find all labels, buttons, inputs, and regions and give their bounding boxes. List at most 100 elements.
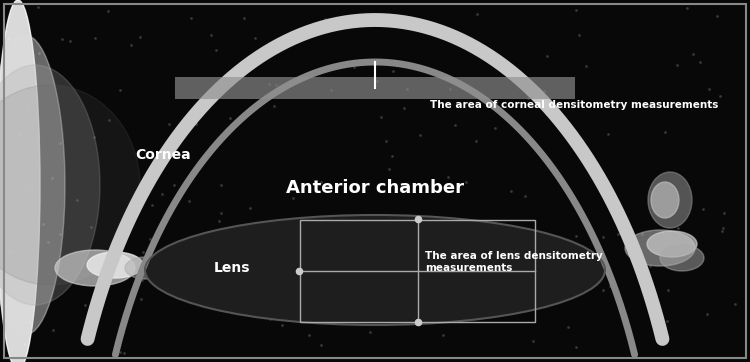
Ellipse shape — [0, 65, 100, 305]
Point — [46, 176, 58, 181]
Point — [4, 249, 16, 255]
Ellipse shape — [125, 257, 165, 279]
Point — [412, 319, 424, 325]
Point — [602, 131, 614, 137]
Point — [571, 233, 583, 239]
Point — [365, 318, 377, 324]
Point — [214, 219, 226, 224]
Bar — [300, 220, 535, 322]
Point — [125, 42, 137, 48]
Point — [264, 316, 276, 322]
Point — [200, 246, 211, 252]
Point — [168, 182, 180, 188]
Point — [88, 134, 100, 140]
Point — [210, 47, 222, 52]
Point — [452, 241, 464, 247]
Point — [137, 249, 149, 255]
Point — [562, 324, 574, 330]
Point — [716, 228, 728, 234]
Point — [115, 87, 127, 93]
Point — [711, 13, 723, 18]
Point — [230, 258, 242, 264]
Point — [539, 101, 551, 107]
Point — [303, 332, 315, 337]
Text: Cornea: Cornea — [135, 148, 190, 162]
Point — [286, 195, 298, 201]
Point — [276, 322, 288, 328]
Ellipse shape — [0, 85, 140, 285]
Point — [263, 81, 275, 87]
Point — [268, 103, 280, 109]
Point — [386, 153, 398, 159]
Point — [636, 231, 648, 237]
Point — [450, 273, 462, 279]
Point — [190, 121, 202, 127]
Point — [185, 15, 197, 21]
Point — [32, 4, 44, 10]
Point — [25, 319, 37, 325]
Point — [612, 232, 624, 237]
Ellipse shape — [660, 245, 704, 271]
Point — [164, 121, 176, 127]
Point — [367, 292, 379, 298]
Point — [54, 231, 66, 236]
Point — [102, 8, 114, 14]
Point — [538, 88, 550, 94]
Point — [47, 328, 59, 333]
Point — [442, 174, 454, 180]
Ellipse shape — [0, 0, 40, 362]
Point — [694, 59, 706, 65]
Point — [26, 186, 38, 192]
Point — [659, 129, 671, 134]
Point — [470, 138, 482, 143]
Point — [522, 96, 534, 101]
Point — [364, 329, 376, 334]
Point — [232, 302, 244, 307]
Point — [460, 179, 472, 185]
Point — [640, 270, 652, 276]
Point — [718, 210, 730, 216]
Point — [270, 82, 282, 88]
Point — [3, 35, 15, 41]
Text: The area of lens densitometry
measurements: The area of lens densitometry measuremen… — [425, 251, 603, 273]
Point — [33, 51, 45, 56]
Point — [604, 283, 616, 289]
Point — [222, 129, 234, 135]
Point — [489, 125, 501, 131]
Point — [104, 117, 116, 122]
Point — [398, 105, 410, 111]
Point — [717, 225, 729, 231]
Point — [249, 35, 261, 41]
Point — [404, 314, 416, 320]
Point — [713, 93, 725, 99]
Point — [572, 32, 584, 38]
Point — [42, 239, 54, 244]
Point — [147, 245, 159, 251]
Point — [414, 132, 426, 138]
Point — [240, 256, 252, 262]
Point — [701, 311, 713, 317]
Point — [670, 62, 682, 68]
Point — [371, 78, 383, 84]
Point — [207, 253, 219, 258]
Point — [134, 34, 146, 40]
Point — [644, 263, 656, 269]
Point — [448, 122, 460, 128]
Ellipse shape — [648, 172, 692, 228]
Point — [592, 265, 604, 271]
Point — [526, 338, 538, 344]
Point — [316, 342, 328, 348]
Point — [240, 59, 252, 64]
Ellipse shape — [647, 231, 697, 257]
Point — [687, 51, 699, 57]
Point — [519, 193, 531, 199]
Point — [729, 301, 741, 307]
Point — [412, 216, 424, 222]
Point — [444, 86, 456, 92]
Point — [89, 35, 101, 41]
Point — [115, 349, 127, 355]
Point — [662, 319, 674, 324]
Point — [214, 210, 226, 216]
Point — [594, 248, 606, 253]
Point — [703, 87, 715, 92]
